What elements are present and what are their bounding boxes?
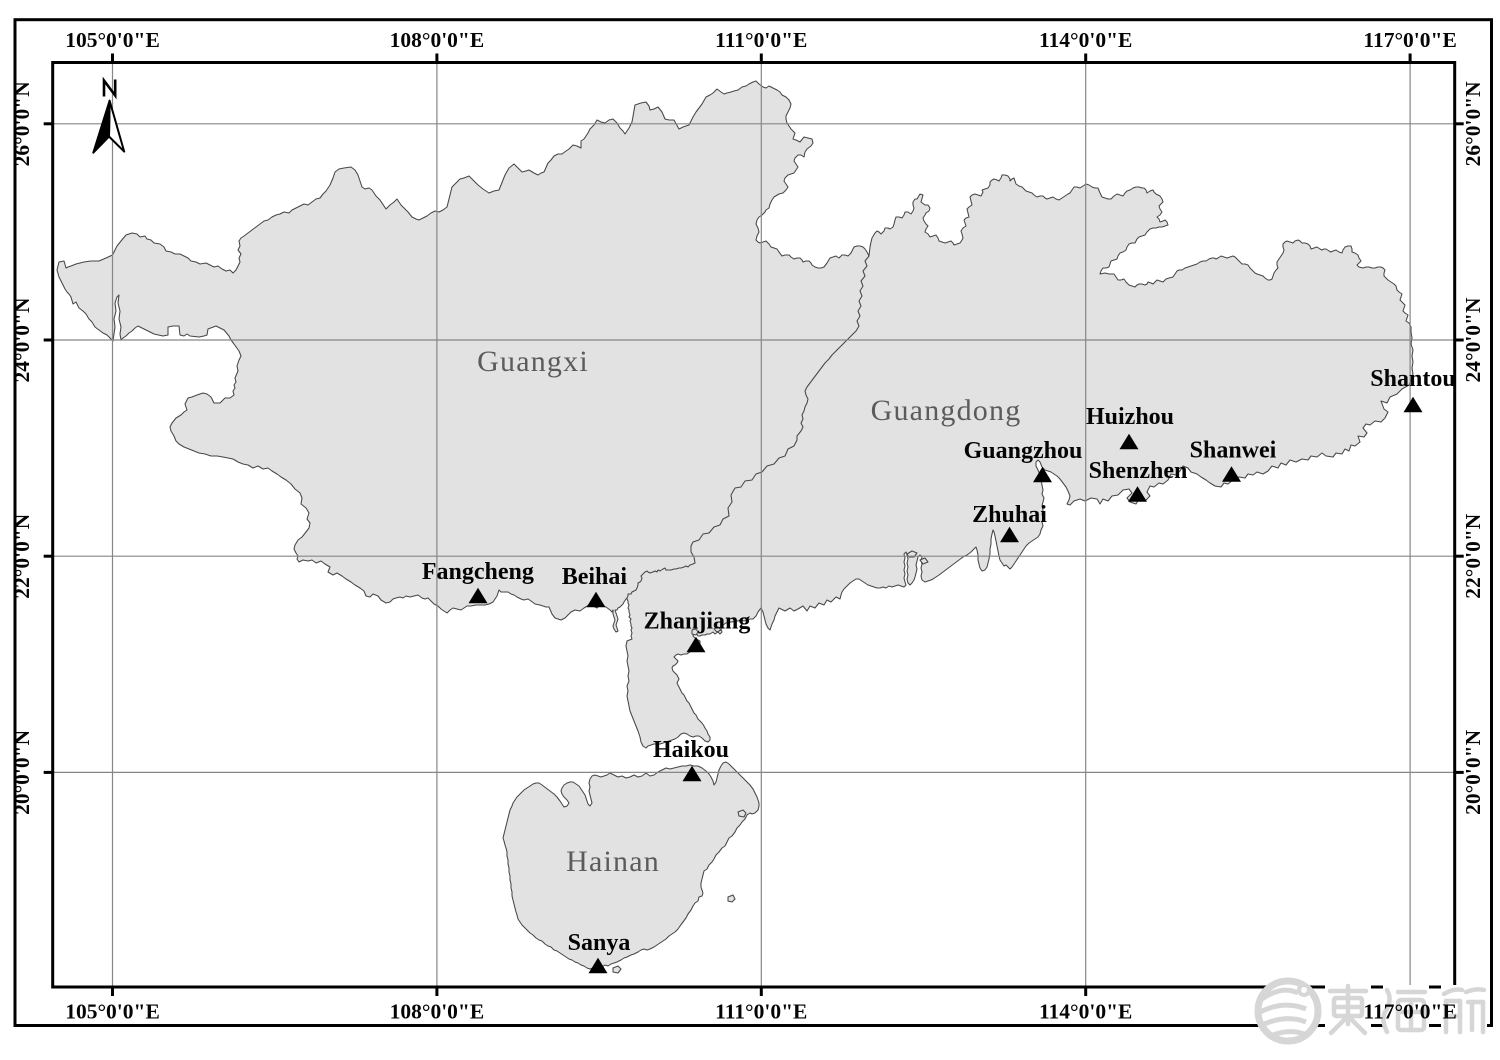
svg-text:Fangcheng: Fangcheng (422, 559, 534, 585)
svg-text:111°0'0"E: 111°0'0"E (715, 28, 807, 52)
svg-text:108°0'0"E: 108°0'0"E (390, 28, 485, 52)
svg-text:Guangzhou: Guangzhou (964, 438, 1083, 464)
svg-text:Hainan: Hainan (566, 845, 660, 878)
svg-text:24°0'0"N: 24°0'0"N (1461, 297, 1485, 383)
svg-text:114°0'0"E: 114°0'0"E (1039, 28, 1132, 52)
svg-text:105°0'0"E: 105°0'0"E (65, 1000, 160, 1024)
svg-text:117°0'0"E: 117°0'0"E (1363, 28, 1456, 52)
svg-text:111°0'0"E: 111°0'0"E (715, 1000, 807, 1024)
svg-text:Haikou: Haikou (653, 737, 729, 763)
svg-text:22°0'0"N: 22°0'0"N (10, 513, 34, 599)
svg-text:24°0'0"N: 24°0'0"N (10, 297, 34, 383)
svg-text:20°0'0"N: 20°0'0"N (10, 729, 34, 815)
svg-text:Guangxi: Guangxi (477, 345, 589, 378)
svg-text:Huizhou: Huizhou (1086, 404, 1174, 430)
svg-text:105°0'0"E: 105°0'0"E (65, 28, 160, 52)
svg-text:Shenzhen: Shenzhen (1089, 458, 1188, 484)
svg-text:117°0'0"E: 117°0'0"E (1363, 1000, 1456, 1024)
svg-text:20°0'0"N: 20°0'0"N (1461, 729, 1485, 815)
svg-text:Sanya: Sanya (568, 930, 631, 956)
svg-text:Zhuhai: Zhuhai (972, 502, 1047, 528)
svg-text:Beihai: Beihai (562, 564, 628, 590)
svg-text:Guangdong: Guangdong (871, 394, 1022, 427)
svg-text:108°0'0"E: 108°0'0"E (390, 1000, 485, 1024)
svg-text:Shantou: Shantou (1370, 366, 1455, 392)
svg-text:Zhanjiang: Zhanjiang (644, 609, 751, 635)
svg-text:22°0'0"N: 22°0'0"N (1461, 513, 1485, 599)
svg-text:26°0'0"N: 26°0'0"N (1461, 81, 1485, 167)
svg-text:114°0'0"E: 114°0'0"E (1039, 1000, 1132, 1024)
svg-text:Shanwei: Shanwei (1190, 438, 1277, 464)
svg-text:26°0'0"N: 26°0'0"N (10, 81, 34, 167)
